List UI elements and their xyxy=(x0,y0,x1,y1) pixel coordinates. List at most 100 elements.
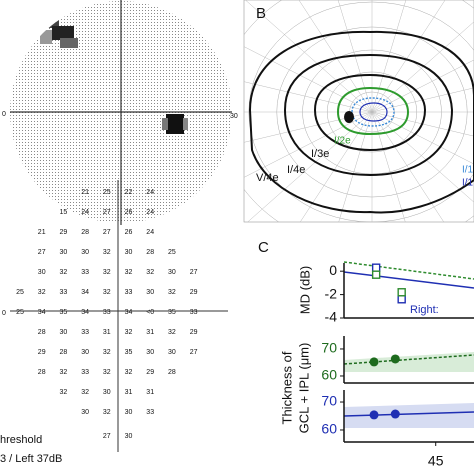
caption: 3 / Left 37dB xyxy=(0,453,62,465)
grayscale-field xyxy=(10,1,232,223)
threshold-value: 34 xyxy=(81,309,89,316)
axis-label: 30 xyxy=(230,113,238,120)
threshold-value: 28 xyxy=(60,349,68,356)
isopter-label: V/4e xyxy=(256,172,279,184)
threshold-value: 29 xyxy=(60,229,68,236)
threshold-value: 30 xyxy=(81,409,89,416)
grid-ray xyxy=(245,0,373,113)
threshold-value: 32 xyxy=(125,269,133,276)
threshold-value: 30 xyxy=(146,349,154,356)
threshold-value: 28 xyxy=(38,329,46,336)
trend-line xyxy=(343,354,474,365)
axis-title: Thickness of xyxy=(279,351,294,424)
threshold-value: 33 xyxy=(81,269,89,276)
threshold-value: 30 xyxy=(146,289,154,296)
isopter-label: I/4e xyxy=(287,164,305,176)
caption: hreshold xyxy=(0,434,42,446)
threshold-value: 21 xyxy=(81,189,89,196)
threshold-value: 30 xyxy=(60,329,68,336)
grid-ray xyxy=(244,46,373,113)
grid-ray xyxy=(298,0,373,113)
grid-ray xyxy=(371,111,474,203)
threshold-value: 31 xyxy=(125,389,133,396)
data-point xyxy=(371,270,381,279)
threshold-value: 26 xyxy=(125,229,133,236)
threshold-value: 34 xyxy=(81,289,89,296)
threshold-value: 33 xyxy=(60,289,68,296)
grid-ray xyxy=(371,87,474,113)
data-point xyxy=(390,354,400,364)
threshold-value: 24 xyxy=(146,189,154,196)
threshold-value: 35 xyxy=(60,309,68,316)
grid-ray xyxy=(299,111,373,222)
threshold-value: 25 xyxy=(168,249,176,256)
grid-ray xyxy=(244,81,373,113)
data-point xyxy=(371,263,381,272)
threshold-value: 32 xyxy=(60,269,68,276)
threshold-value: 29 xyxy=(190,329,198,336)
threshold-value: 28 xyxy=(81,229,89,236)
panel-c-charts: 0 -2 -4 70 60 70 60 45 xyxy=(321,262,474,469)
data-point xyxy=(397,295,406,304)
threshold-value: 25 xyxy=(16,309,24,316)
y-tick-label: 60 xyxy=(321,421,337,437)
y-tick-label: -2 xyxy=(325,285,338,301)
threshold-value: 31 xyxy=(146,389,154,396)
threshold-value: 15 xyxy=(60,209,68,216)
threshold-value: 30 xyxy=(81,249,89,256)
threshold-value: 32 xyxy=(103,289,111,296)
isopter-label: I/3e xyxy=(311,148,329,160)
isopter-label: I/2e xyxy=(334,136,351,147)
threshold-value: 30 xyxy=(81,349,89,356)
axis-label: 0 xyxy=(2,310,6,317)
panel-frame xyxy=(243,0,474,223)
threshold-value: 35 xyxy=(125,349,133,356)
trend-line xyxy=(343,261,474,280)
threshold-value: 30 xyxy=(125,249,133,256)
threshold-value: 24 xyxy=(146,209,154,216)
threshold-value: 32 xyxy=(103,249,111,256)
y-tick-label: 70 xyxy=(321,393,337,409)
threshold-value: 33 xyxy=(146,409,154,416)
trend-line xyxy=(343,411,474,417)
threshold-value: 29 xyxy=(38,349,46,356)
grid-ray xyxy=(371,59,474,113)
threshold-value: 29 xyxy=(190,289,198,296)
threshold-value: 27 xyxy=(103,433,111,440)
threshold-value: 32 xyxy=(125,369,133,376)
threshold-value: 25 xyxy=(16,289,24,296)
x-tick-label: 45 xyxy=(428,453,444,469)
y-tick-label: -4 xyxy=(325,309,338,325)
threshold-value: 31 xyxy=(146,329,154,336)
threshold-value: 32 xyxy=(38,289,46,296)
y-tick-label: 0 xyxy=(329,262,337,278)
threshold-value: 27 xyxy=(103,229,111,236)
threshold-value: 25 xyxy=(103,189,111,196)
threshold-value: 30 xyxy=(125,409,133,416)
panel-label: C xyxy=(258,239,269,256)
threshold-value: 24 xyxy=(146,229,154,236)
data-point xyxy=(369,357,379,367)
confidence-band xyxy=(344,403,474,428)
grid-ray xyxy=(371,111,445,222)
data-point xyxy=(369,410,379,420)
threshold-value: 27 xyxy=(38,249,46,256)
threshold-value: 32 xyxy=(103,349,111,356)
axis-label: 0 xyxy=(2,111,6,118)
threshold-value: 33 xyxy=(103,309,111,316)
threshold-grid: 21 25 22 24 15 24 27 26 24 21 29 28 27 26 24 27 30 30 32 30… xyxy=(16,189,197,440)
data-point xyxy=(390,409,400,419)
threshold-value: 33 xyxy=(190,309,198,316)
grid-ray xyxy=(244,111,373,178)
threshold-value: 33 xyxy=(81,329,89,336)
threshold-value: 31 xyxy=(103,329,111,336)
grid-ray xyxy=(371,111,474,165)
threshold-value: 27 xyxy=(190,349,198,356)
threshold-value: 27 xyxy=(190,269,198,276)
threshold-value: <0 xyxy=(146,309,154,316)
threshold-value: 30 xyxy=(60,249,68,256)
axis-title: GCL + IPL (μm) xyxy=(296,343,311,434)
threshold-value: 30 xyxy=(38,269,46,276)
threshold-value: 30 xyxy=(125,433,133,440)
grid-ray xyxy=(371,21,474,113)
